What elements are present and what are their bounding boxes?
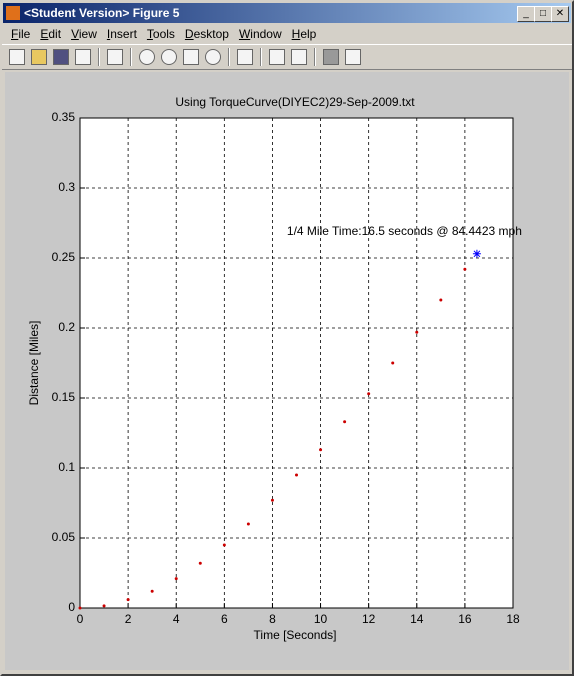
y-axis-label: Distance [Miles] bbox=[27, 321, 41, 406]
data-point bbox=[319, 448, 323, 452]
chart-title: Using TorqueCurve(DIYEC2)29-Sep-2009.txt bbox=[175, 95, 415, 109]
x-tick-label: 2 bbox=[125, 612, 132, 626]
menu-item[interactable]: Tools bbox=[146, 27, 175, 41]
menu-item[interactable]: Window bbox=[238, 27, 282, 41]
separator bbox=[98, 48, 100, 66]
data-point bbox=[150, 589, 154, 593]
y-tick-label: 0.1 bbox=[58, 460, 75, 474]
data-point bbox=[439, 298, 443, 302]
x-tick-label: 12 bbox=[362, 612, 376, 626]
data-point bbox=[367, 392, 371, 396]
save-button[interactable] bbox=[53, 49, 69, 65]
y-tick-label: 0.35 bbox=[52, 110, 76, 124]
annotation: 1/4 Mile Time:16.5 seconds @ 84.4423 mph bbox=[287, 224, 522, 238]
y-tick-label: 0.2 bbox=[58, 320, 75, 334]
data-point bbox=[126, 598, 130, 602]
separator bbox=[130, 48, 132, 66]
menu-item[interactable]: Insert bbox=[106, 27, 137, 41]
separator bbox=[228, 48, 230, 66]
close-button[interactable]: ✕ bbox=[551, 6, 569, 22]
legend-button[interactable] bbox=[291, 49, 307, 65]
show-tools-button[interactable] bbox=[345, 49, 361, 65]
maximize-button[interactable]: □ bbox=[534, 6, 552, 22]
open-button[interactable] bbox=[31, 49, 47, 65]
data-cursor-button[interactable] bbox=[237, 49, 253, 65]
data-point bbox=[415, 330, 419, 334]
hide-tools-button[interactable] bbox=[323, 49, 339, 65]
app-icon bbox=[6, 6, 20, 20]
plot-area bbox=[80, 118, 513, 608]
y-tick-label: 0.3 bbox=[58, 180, 75, 194]
new-button[interactable] bbox=[9, 49, 25, 65]
highlight-marker bbox=[472, 249, 481, 258]
menu-bar: File Edit View Insert Tools Desktop Window Help bbox=[2, 24, 572, 44]
x-tick-label: 10 bbox=[314, 612, 328, 626]
window-title: <Student Version> Figure 5 bbox=[24, 6, 180, 20]
rotate-button[interactable] bbox=[205, 49, 221, 65]
pan-button[interactable] bbox=[183, 49, 199, 65]
print-button[interactable] bbox=[75, 49, 91, 65]
y-tick-label: 0.25 bbox=[52, 250, 76, 264]
title-bar: <Student Version> Figure 5 bbox=[3, 3, 571, 23]
colorbar-button[interactable] bbox=[269, 49, 285, 65]
y-tick-label: 0.05 bbox=[52, 530, 76, 544]
x-tick-label: 16 bbox=[458, 612, 472, 626]
figure-area: Using TorqueCurve(DIYEC2)29-Sep-2009.txt… bbox=[5, 72, 569, 670]
x-tick-label: 14 bbox=[410, 612, 424, 626]
data-point bbox=[246, 522, 250, 526]
chart: Using TorqueCurve(DIYEC2)29-Sep-2009.txt… bbox=[27, 95, 522, 642]
data-point bbox=[295, 473, 298, 477]
data-point bbox=[174, 577, 178, 581]
menu-item[interactable]: Desktop bbox=[184, 27, 229, 41]
y-tick-label: 0.15 bbox=[52, 390, 76, 404]
data-point bbox=[78, 606, 82, 610]
toolbar bbox=[2, 44, 572, 70]
data-point bbox=[463, 267, 467, 271]
data-point bbox=[198, 561, 202, 565]
x-tick-label: 18 bbox=[506, 612, 520, 626]
data-point bbox=[222, 543, 226, 547]
x-tick-label: 6 bbox=[221, 612, 228, 626]
y-tick-label: 0 bbox=[68, 600, 75, 614]
menu-item[interactable]: View bbox=[71, 27, 97, 41]
x-axis-label: Time [Seconds] bbox=[254, 628, 337, 642]
zoom-out-button[interactable] bbox=[161, 49, 177, 65]
menu-item[interactable]: File bbox=[11, 27, 31, 41]
data-point bbox=[343, 420, 347, 424]
separator bbox=[314, 48, 316, 66]
x-tick-label: 8 bbox=[269, 612, 276, 626]
menu-item[interactable]: Edit bbox=[40, 27, 62, 41]
axes-box bbox=[79, 117, 514, 609]
data-point bbox=[270, 498, 274, 502]
data-point bbox=[391, 361, 395, 365]
x-tick-label: 0 bbox=[77, 612, 84, 626]
data-point bbox=[102, 604, 106, 608]
minimize-button[interactable]: _ bbox=[517, 6, 535, 22]
x-tick-label: 4 bbox=[173, 612, 180, 626]
zoom-in-button[interactable] bbox=[139, 49, 155, 65]
edit-plot-button[interactable] bbox=[107, 49, 123, 65]
separator bbox=[260, 48, 262, 66]
menu-item[interactable]: Help bbox=[291, 27, 317, 41]
